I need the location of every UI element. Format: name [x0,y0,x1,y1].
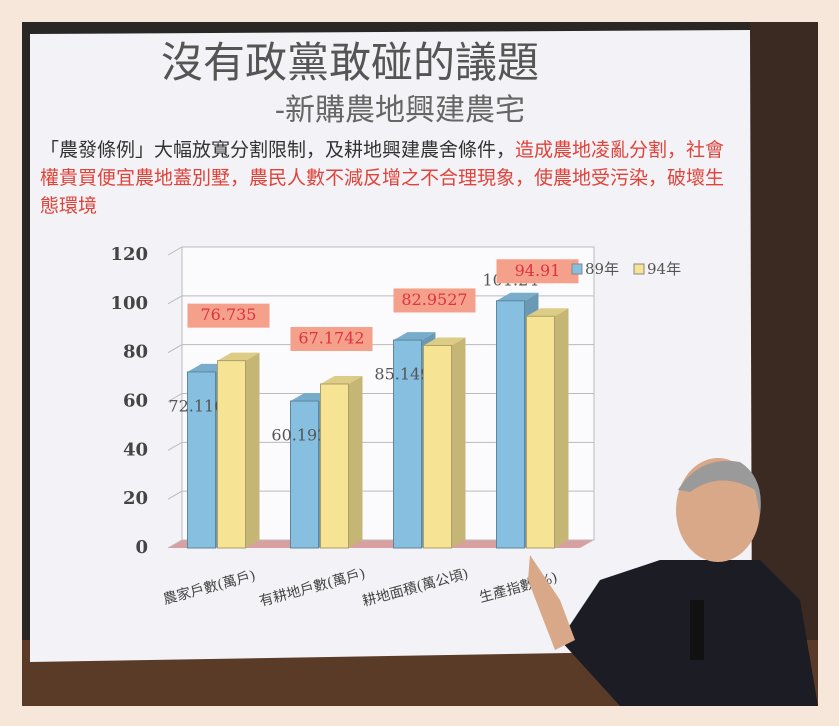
bar-side [348,375,363,548]
y-tick-label: 120 [110,244,148,265]
grid-line [167,246,594,256]
body-box: 「農發條例」大幅放寬分割限制，及耕地興建農舍條件，造成農地凌亂分割，社會權貴買便… [40,136,730,220]
suit [560,560,818,706]
bar [290,400,319,549]
bar [393,339,422,549]
value-label-box [290,326,373,351]
bar-side [451,337,466,548]
value-label: 94.91 [515,261,561,280]
bar-top [393,332,436,341]
bar-top [526,308,569,317]
slide-title: 沒有政黨敢碰的議題 [161,38,539,87]
slide-subtitle: -新購農地興建農宅 [275,93,525,128]
bar [320,383,349,549]
value-label-box [393,288,476,313]
value-label: 76.735 [201,305,257,324]
y-tick-label: 60 [123,391,148,412]
value-label-box [496,259,579,284]
body-plain: 「農發條例」大幅放寬分割限制，及耕地興建農舍條件， [40,139,516,161]
bar [423,344,452,549]
chart: 020406080100120農家戶數(萬戶)72.116176.735有耕地戶… [110,244,681,610]
bar-top [423,337,466,346]
y-tick-label: 80 [123,342,148,363]
hair [678,460,761,515]
body-red: 造成農地凌亂分割，社會權貴買便宜農地蓋別墅，農民人數不減反增之不合理現象，使農地… [40,139,725,217]
bar-top [496,292,539,301]
bar-top [320,375,363,384]
bar [217,360,246,549]
y-tick-label: 40 [123,439,148,460]
y-tick-label: 20 [123,488,148,509]
bar-top [217,352,260,361]
value-label: 82.9527 [401,290,467,309]
legend-swatch [633,263,645,275]
bar [187,371,216,549]
bar-side [245,352,260,548]
y-tick-label: 100 [110,293,148,314]
value-label-box [187,303,270,328]
floor [168,540,594,548]
bar-side [554,308,569,548]
hand [528,555,575,650]
bar [496,300,525,549]
legend-label: 89年 [585,260,619,278]
y-tick-label: 0 [135,537,148,558]
presenter [528,458,818,706]
microphone [690,600,704,660]
legend-label: 94年 [647,260,681,278]
value-label: 67.1742 [298,328,364,347]
bar [526,315,555,549]
legend-swatch [571,263,583,275]
body-text: 「農發條例」大幅放寬分割限制，及耕地興建農舍條件，造成農地凌亂分割，社會權貴買便… [40,136,730,220]
